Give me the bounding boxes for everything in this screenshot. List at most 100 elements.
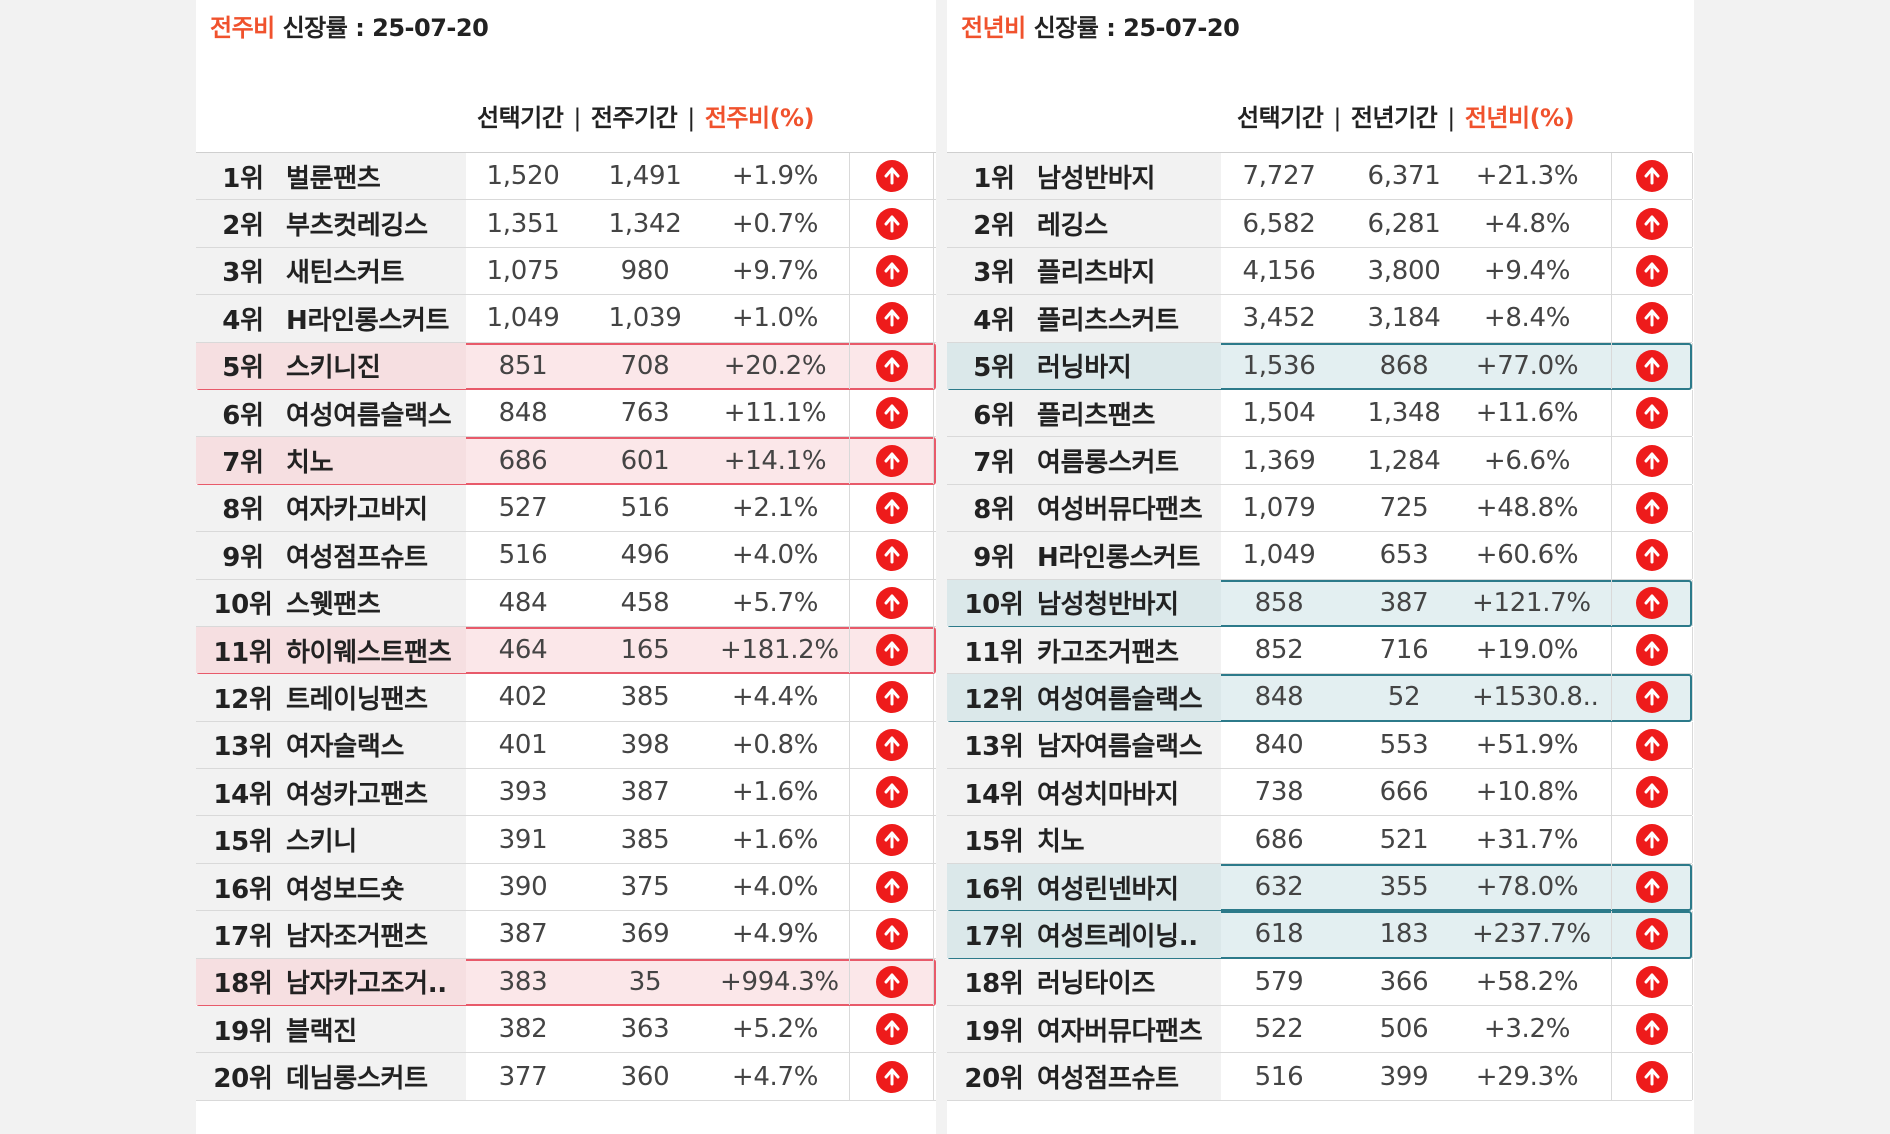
table-row[interactable]: 11위 하이웨스트팬츠 464 165 +181.2% [196, 626, 936, 675]
table-row[interactable]: 20위 여성점프슈트 516 399 +29.3% [947, 1053, 1693, 1101]
table-row[interactable]: 13위 여자슬랙스 401 398 +0.8% [196, 721, 936, 770]
trend-cell [1611, 958, 1693, 1006]
table-row[interactable]: 20위 데님롱스커트 377 360 +4.7% [196, 1053, 936, 1101]
table-row[interactable]: 19위 여자버뮤다팬츠 522 506 +3.2% [947, 1006, 1693, 1054]
table-row[interactable]: 5위 스키니진 851 708 +20.2% [196, 342, 936, 390]
selected-value: 1,079 [1242, 492, 1316, 523]
rank-label: 3위 [973, 258, 1015, 289]
table-row[interactable]: 3위 플리츠바지 4,156 3,800 +9.4% [947, 247, 1693, 296]
rank-keyword-cell: 12위 여성여름슬랙스 [947, 674, 1221, 721]
rank-keyword-cell: 8위 여자카고바지 [196, 484, 466, 532]
table-row[interactable]: 10위 남성청반바지 858 387 +121.7% [947, 579, 1693, 627]
table-row[interactable]: 4위 플리츠스커트 3,452 3,184 +8.4% [947, 295, 1693, 343]
keyword-label: 여성여름슬랙스 [286, 400, 452, 431]
arrow-up-icon [1636, 160, 1668, 193]
table-row[interactable]: 12위 트레이닝팬츠 402 385 +4.4% [196, 674, 936, 722]
compare-value: 506 [1379, 1014, 1429, 1045]
table-row[interactable]: 8위 여성버뮤다팬츠 1,079 725 +48.8% [947, 484, 1693, 533]
table-row[interactable]: 3위 새틴스커트 1,075 980 +9.7% [196, 247, 936, 296]
keyword-label: 여름롱스커트 [1037, 448, 1179, 479]
keyword-label: 트레이닝팬츠 [286, 684, 428, 715]
arrow-up-icon [1636, 349, 1668, 382]
arrow-up-icon [875, 728, 908, 761]
table-row[interactable]: 10위 스웻팬츠 484 458 +5.7% [196, 579, 936, 627]
rank-keyword-cell: 1위 남성반바지 [947, 153, 1221, 200]
selected-value: 391 [498, 824, 548, 855]
rank-label: 17위 [213, 921, 273, 952]
selected-value: 522 [1254, 1014, 1304, 1045]
trend-cell [1611, 342, 1693, 389]
table-row[interactable]: 16위 여성린넨바지 632 355 +78.0% [947, 863, 1693, 912]
ratio-value: +20.2% [723, 350, 827, 381]
rank-label: 15위 [964, 827, 1024, 858]
table-row[interactable]: 2위 레깅스 6,582 6,281 +4.8% [947, 200, 1693, 248]
trend-cell [849, 1006, 934, 1053]
table-row[interactable]: 2위 부츠컷레깅스 1,351 1,342 +0.7% [196, 200, 936, 248]
table-row[interactable]: 6위 여성여름슬랙스 848 763 +11.1% [196, 389, 936, 438]
header-selected: 선택기간 [1237, 104, 1324, 132]
table-row[interactable]: 6위 플리츠팬츠 1,504 1,348 +11.6% [947, 389, 1693, 438]
compare-value: 653 [1379, 540, 1429, 571]
table-row[interactable]: 14위 여성치마바지 738 666 +10.8% [947, 769, 1693, 817]
rank-keyword-cell: 9위 H라인롱스커트 [947, 532, 1221, 579]
ratio-value: +77.0% [1475, 350, 1579, 381]
rank-keyword-cell: 20위 데님롱스커트 [196, 1053, 466, 1100]
rank-label: 16위 [964, 874, 1024, 905]
table-row[interactable]: 14위 여성카고팬츠 393 387 +1.6% [196, 769, 936, 817]
ratio-value: +121.7% [1472, 587, 1591, 618]
rank-label: 2위 [222, 211, 264, 242]
table-row[interactable]: 5위 러닝바지 1,536 868 +77.0% [947, 342, 1693, 390]
ratio-value: +51.9% [1475, 729, 1579, 760]
ratio-value: +31.7% [1475, 824, 1579, 855]
rank-keyword-cell: 4위 플리츠스커트 [947, 295, 1221, 342]
table-row[interactable]: 19위 블랙진 382 363 +5.2% [196, 1006, 936, 1054]
table-row[interactable]: 18위 러닝타이즈 579 366 +58.2% [947, 958, 1693, 1007]
ratio-value: +1.9% [731, 161, 819, 192]
ratio-value: +4.0% [731, 872, 819, 903]
table-row[interactable]: 15위 스키니 391 385 +1.6% [196, 816, 936, 864]
table-row[interactable]: 9위 H라인롱스커트 1,049 653 +60.6% [947, 532, 1693, 580]
table-row[interactable]: 7위 치노 686 601 +14.1% [196, 437, 936, 485]
ratio-value: +9.7% [731, 255, 819, 286]
ratio-value: +2.1% [731, 492, 819, 523]
table-row[interactable]: 17위 여성트레이닝.. 618 183 +237.7% [947, 911, 1693, 959]
ratio-value: +237.7% [1472, 919, 1591, 950]
compare-value: 369 [620, 919, 670, 950]
trend-cell [1611, 674, 1693, 721]
compare-value: 516 [620, 492, 670, 523]
table-row[interactable]: 1위 남성반바지 7,727 6,371 +21.3% [947, 153, 1693, 201]
rank-keyword-cell: 16위 여성린넨바지 [947, 863, 1221, 911]
table-row[interactable]: 1위 벌룬팬츠 1,520 1,491 +1.9% [196, 153, 936, 201]
rank-label: 8위 [973, 495, 1015, 526]
rank-label: 1위 [973, 163, 1015, 194]
rank-label: 6위 [222, 400, 264, 431]
table-row[interactable]: 9위 여성점프슈트 516 496 +4.0% [196, 532, 936, 580]
selected-value: 738 [1254, 777, 1304, 808]
compare-value: 355 [1379, 872, 1429, 903]
table-row[interactable]: 13위 남자여름슬랙스 840 553 +51.9% [947, 721, 1693, 770]
table-row[interactable]: 18위 남자카고조거.. 383 35 +994.3% [196, 958, 936, 1007]
table-row[interactable]: 15위 치노 686 521 +31.7% [947, 816, 1693, 864]
keyword-label: 플리츠바지 [1037, 258, 1156, 289]
ratio-value: +4.8% [1483, 208, 1571, 239]
table-row[interactable]: 12위 여성여름슬랙스 848 52 +1530.8.. [947, 674, 1693, 722]
keyword-label: H라인롱스커트 [286, 305, 450, 336]
table-row[interactable]: 17위 남자조거팬츠 387 369 +4.9% [196, 911, 936, 959]
selected-value: 852 [1254, 635, 1304, 666]
rank-label: 13위 [213, 732, 273, 763]
selected-value: 3,452 [1242, 303, 1316, 334]
ratio-value: +78.0% [1475, 872, 1579, 903]
compare-value: 183 [1379, 919, 1429, 950]
selected-value: 527 [498, 492, 548, 523]
table-row[interactable]: 11위 카고조거팬츠 852 716 +19.0% [947, 626, 1693, 675]
arrow-up-icon [1636, 586, 1668, 619]
selected-value: 402 [498, 682, 548, 713]
rank-label: 1위 [222, 163, 264, 194]
table-row[interactable]: 7위 여름롱스커트 1,369 1,284 +6.6% [947, 437, 1693, 485]
ratio-value: +1530.8.. [1472, 682, 1599, 713]
table-row[interactable]: 16위 여성보드숏 390 375 +4.0% [196, 863, 936, 912]
table-row[interactable]: 8위 여자카고바지 527 516 +2.1% [196, 484, 936, 533]
table-row[interactable]: 4위 H라인롱스커트 1,049 1,039 +1.0% [196, 295, 936, 343]
rank-label: 4위 [222, 305, 264, 336]
arrow-up-icon [1636, 397, 1668, 430]
